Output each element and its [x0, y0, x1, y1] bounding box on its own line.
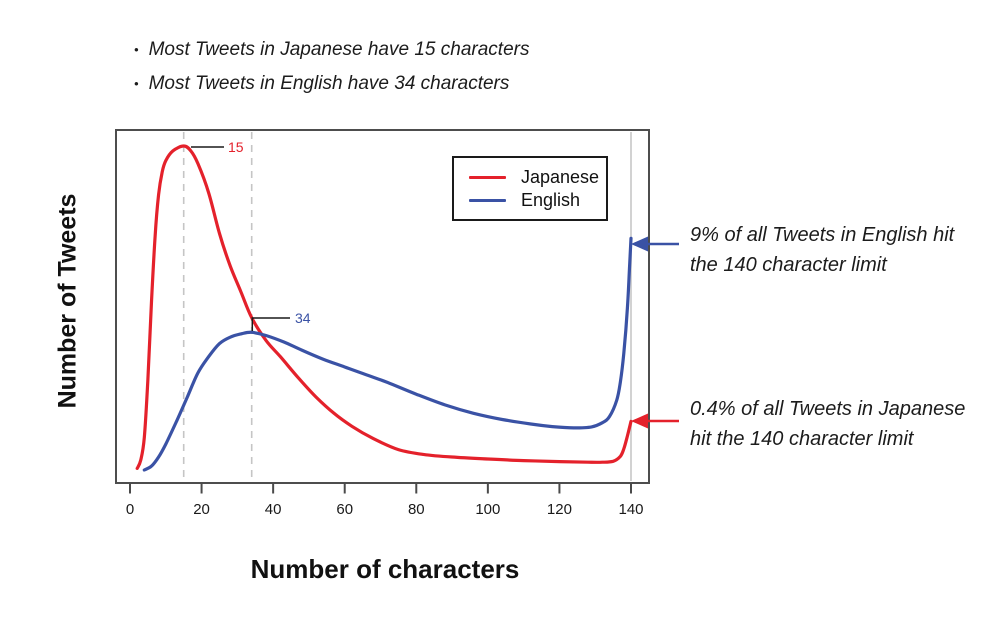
x-tick-label: 80 [407, 501, 425, 518]
y-axis-title: Number of Tweets [53, 193, 82, 409]
x-tick-label: 40 [264, 501, 282, 518]
x-axis-ticks [129, 483, 632, 494]
legend-label-english: English [521, 189, 581, 210]
x-axis-title: Number of characters [250, 554, 520, 584]
x-tick-label: 120 [546, 501, 572, 518]
legend: Japanese English [452, 156, 608, 221]
japanese-limit-arrow-icon [631, 413, 679, 429]
annotation-english-line1: 9% of all Tweets in English hit [690, 224, 955, 246]
legend-label-japanese: Japanese [521, 166, 600, 187]
x-tick-label: 20 [193, 501, 210, 518]
legend-item-english: English [469, 189, 606, 211]
annotation-english-limit: 9% of all Tweets in English hit the 140 … [690, 220, 1003, 280]
english-limit-arrow-icon [631, 236, 679, 252]
annotation-japanese-line1: 0.4% of all Tweets in Japanese [690, 398, 966, 420]
legend-line-japanese-icon [469, 175, 506, 179]
note-japanese-peak: • Most Tweets in Japanese have 15 charac… [134, 36, 529, 64]
annotation-japanese-line2: hit the 140 character limit [690, 428, 914, 450]
x-tick-label: 60 [336, 501, 354, 518]
peak-value-label-15: 15 [228, 139, 244, 155]
x-tick-label: 140 [618, 501, 644, 518]
bullet-icon: • [134, 42, 139, 57]
note-english-peak-text: Most Tweets in English have 34 character… [148, 73, 510, 94]
peak-callout-34 [251, 317, 290, 331]
annotation-japanese-limit: 0.4% of all Tweets in Japanese hit the 1… [690, 394, 1003, 454]
x-tick-label: 100 [475, 501, 501, 518]
annotation-english-line2: the 140 character limit [690, 254, 887, 276]
english-curve [142, 236, 633, 472]
bullet-icon: • [134, 76, 139, 91]
note-english-peak: • Most Tweets in English have 34 charact… [134, 70, 509, 98]
x-tick-label: 0 [125, 501, 135, 518]
legend-line-english-icon [469, 198, 506, 202]
peak-value-label-34: 34 [295, 310, 311, 326]
plot-border [115, 129, 650, 484]
legend-item-japanese: Japanese [469, 166, 606, 188]
japanese-curve [135, 144, 633, 470]
note-japanese-peak-text: Most Tweets in Japanese have 15 characte… [148, 39, 530, 60]
